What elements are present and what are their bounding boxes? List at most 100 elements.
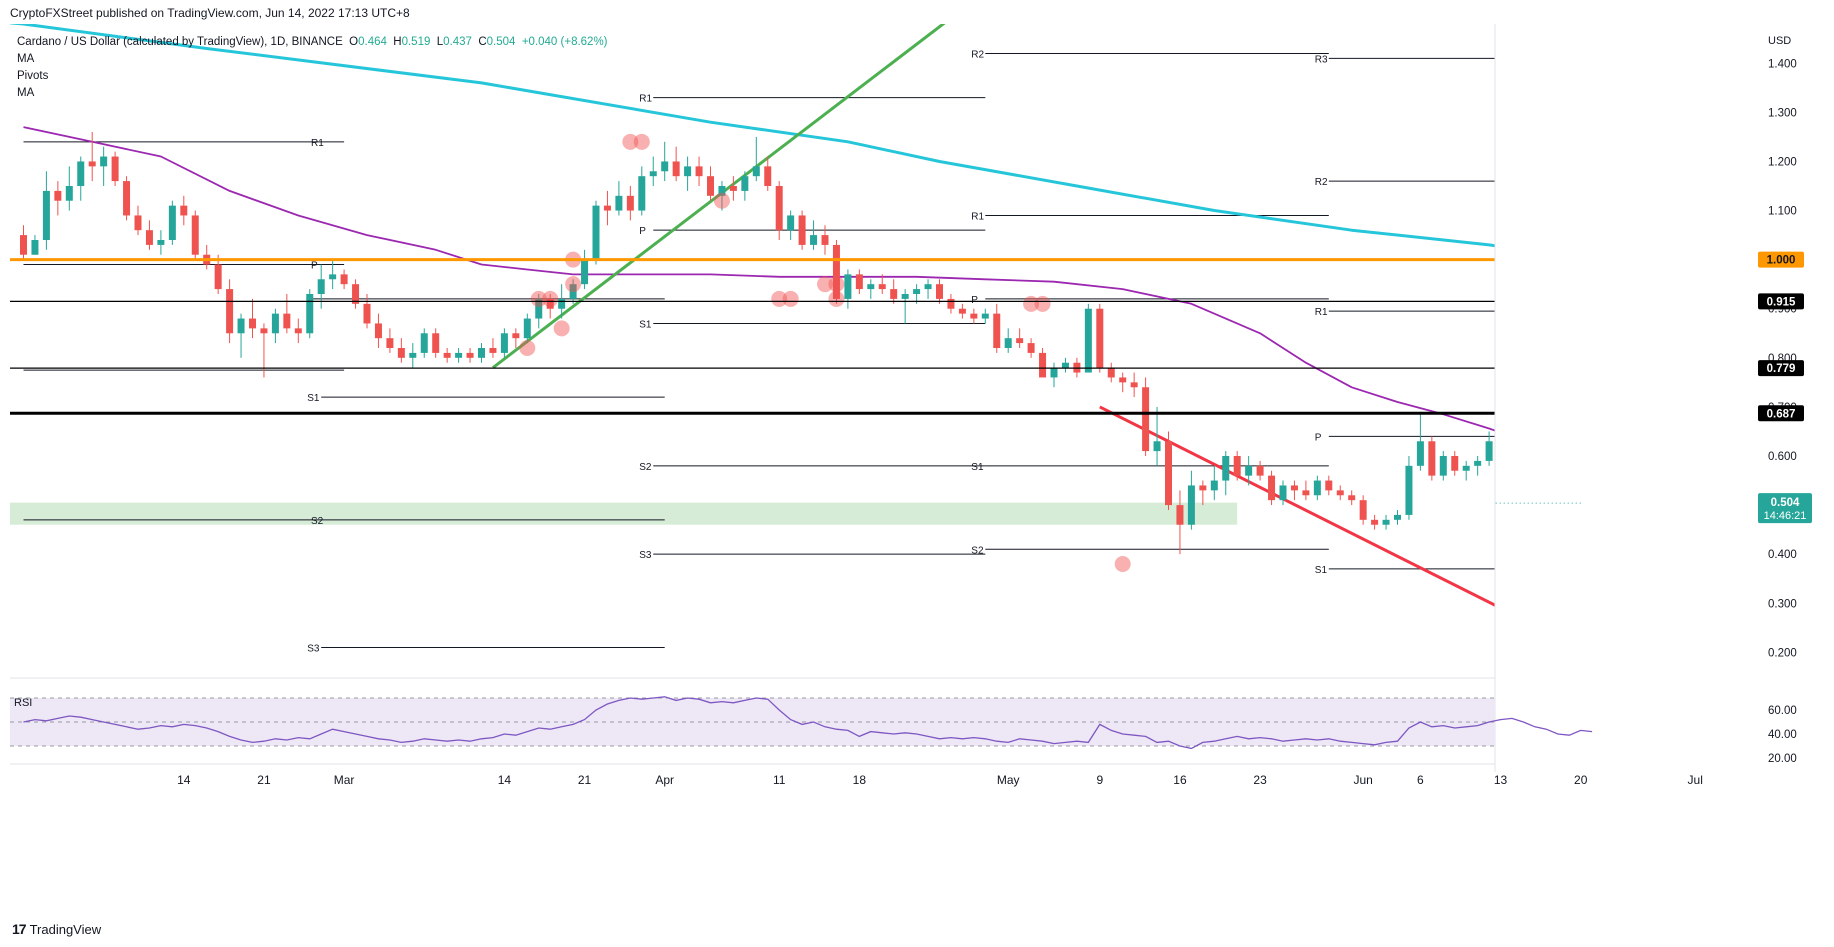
candle-body — [775, 186, 783, 231]
candle — [1004, 328, 1012, 353]
candle-body — [626, 195, 634, 211]
candle — [947, 294, 955, 314]
published-text: CryptoFXStreet published on TradingView.… — [10, 6, 410, 20]
candle — [1245, 456, 1253, 486]
candle — [363, 294, 371, 329]
candle — [993, 303, 1001, 353]
candle-body — [1485, 441, 1493, 461]
touch-circle — [771, 290, 788, 307]
candle-body — [1428, 441, 1436, 476]
candle-body — [1153, 441, 1161, 452]
candle-body — [54, 190, 62, 201]
candle — [832, 240, 840, 304]
candle — [1405, 456, 1413, 520]
candle-body — [1119, 377, 1127, 383]
candle-body — [535, 298, 543, 319]
level-tag-label: 0.687 — [1767, 408, 1796, 420]
candle-body — [1222, 456, 1230, 481]
candle-body — [386, 338, 394, 348]
candle — [1142, 377, 1150, 456]
candle-body — [1394, 514, 1401, 520]
candle — [352, 279, 360, 309]
touch-circle — [828, 290, 845, 307]
pivot-label: S3 — [307, 643, 320, 654]
legend-symbol[interactable]: Cardano / US Dollar (calculated by Tradi… — [17, 36, 343, 48]
candle-body — [1016, 338, 1024, 344]
candle — [111, 151, 119, 186]
touch-circle — [782, 290, 799, 307]
candle — [626, 186, 634, 221]
candle-body — [890, 289, 898, 299]
candle-body — [1302, 490, 1310, 496]
candle-body — [363, 303, 371, 324]
candle-body — [558, 298, 566, 309]
candle-body — [352, 284, 360, 304]
level-tag — [1758, 293, 1804, 310]
candle-body — [798, 215, 806, 245]
candle — [340, 269, 348, 290]
candle-body — [695, 166, 703, 177]
candle-body — [787, 215, 795, 231]
candle — [1394, 510, 1401, 525]
x-tick-label: 18 — [853, 773, 867, 787]
candle — [226, 279, 234, 344]
candle — [1554, 471, 1561, 515]
candle — [821, 225, 829, 255]
candle — [936, 279, 943, 304]
candle-body — [821, 235, 829, 245]
candle — [478, 343, 485, 363]
candle-body — [1520, 431, 1527, 436]
tradingview-logo[interactable]: 17 TradingView — [12, 921, 101, 937]
legend-symbol-row[interactable]: Cardano / US Dollar (calculated by Tradi… — [17, 34, 608, 51]
trendline — [492, 24, 946, 369]
legend-indicator-ma-1[interactable]: MA — [17, 53, 35, 65]
candle — [54, 181, 62, 216]
pivot-label: S3 — [639, 550, 652, 561]
candle-body — [684, 166, 692, 177]
y-tick-label: 0.300 — [1768, 598, 1797, 610]
candle — [569, 279, 577, 304]
candle — [741, 171, 749, 201]
candle-body — [1199, 485, 1207, 491]
legend-indicator-ma-2[interactable]: MA — [17, 87, 35, 99]
candle — [1531, 431, 1538, 470]
candle — [1348, 490, 1356, 506]
pivot-label: S2 — [971, 545, 984, 556]
candle — [878, 274, 886, 294]
legend-o-label: O — [349, 36, 359, 48]
touch-circle — [828, 276, 845, 293]
x-tick-label: Apr — [655, 773, 674, 787]
candle — [203, 244, 211, 270]
candle-body — [844, 274, 852, 299]
ma-slow-line — [10, 24, 1495, 248]
candle-body — [443, 352, 451, 358]
candle — [1439, 451, 1447, 481]
candle — [374, 313, 382, 348]
candle-body — [226, 289, 234, 334]
legend-indicator-pivots[interactable]: Pivots — [17, 70, 49, 82]
candle — [787, 210, 795, 240]
candle — [810, 220, 818, 250]
candle-body — [878, 284, 886, 290]
candle-body — [409, 352, 417, 358]
candle-body — [569, 284, 577, 299]
candle-body — [855, 274, 863, 290]
candle — [1359, 495, 1367, 525]
candle-body — [455, 352, 463, 358]
candle-body — [294, 328, 302, 334]
touch-circle — [565, 276, 582, 293]
candle — [1176, 490, 1184, 555]
candle-body — [1359, 500, 1367, 520]
candle — [1302, 480, 1310, 501]
pivot-label: P — [1315, 432, 1322, 443]
candle-body — [249, 318, 256, 329]
candle-body — [306, 294, 314, 334]
candle-body — [672, 161, 680, 177]
candle-body — [1165, 441, 1172, 506]
candle — [317, 264, 325, 309]
candle-body — [180, 205, 188, 216]
touch-circle — [542, 290, 559, 307]
candle-body — [741, 176, 749, 191]
touch-circle — [622, 133, 639, 150]
